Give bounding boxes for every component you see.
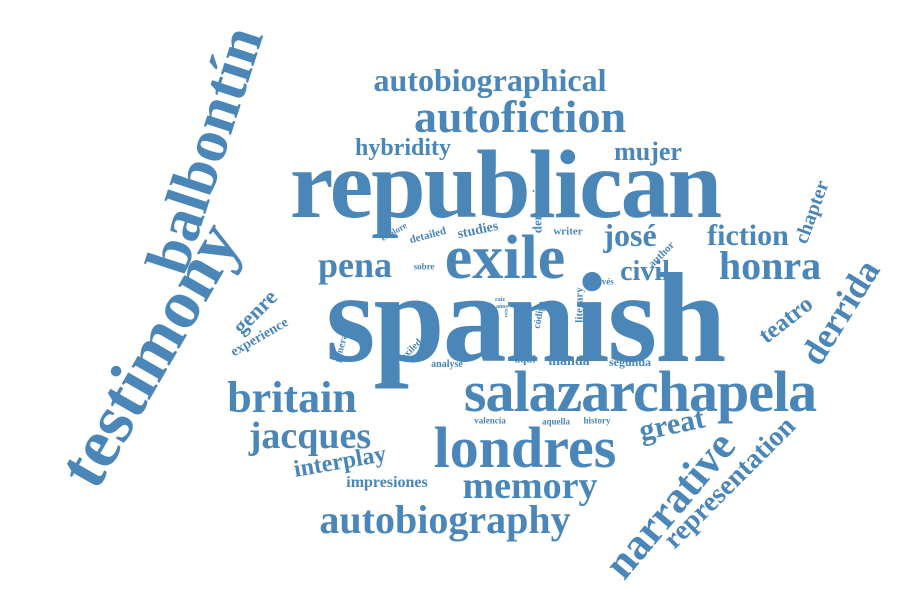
- word-honra: honra: [718, 243, 822, 288]
- word-writer: writer: [553, 225, 583, 238]
- word-salazarchapela: salazarchapela: [463, 359, 817, 424]
- word-manda: manda: [548, 354, 590, 369]
- word-raiz: raíz: [495, 297, 505, 303]
- word-exile: exile: [444, 224, 566, 292]
- word-autobiography: autobiography: [319, 497, 571, 542]
- word-rota: rota: [504, 308, 510, 318]
- word-valencia: valencia: [474, 415, 506, 426]
- word-civil: civil: [620, 256, 670, 287]
- word-jacques: jacques: [248, 415, 372, 457]
- word-denuncia: denuncia: [529, 182, 545, 234]
- word-aims: aims: [496, 304, 508, 310]
- word-pena: pena: [317, 245, 393, 285]
- word-mujer: mujer: [614, 137, 682, 166]
- word-history: history: [583, 415, 611, 426]
- word-traves: través: [590, 276, 614, 287]
- word-londres: londres: [433, 415, 617, 480]
- word-aquella: aquella: [541, 416, 571, 427]
- word-segunda: segunda: [608, 355, 652, 369]
- word-fiction: fiction: [707, 219, 789, 252]
- word-republican: republican: [289, 131, 722, 239]
- word-aqui: aquí: [514, 353, 536, 366]
- word-autobiographical: autobiographical: [373, 62, 607, 98]
- word-impresiones: impresiones: [346, 474, 428, 491]
- word-autofiction: autofiction: [413, 91, 627, 142]
- word-hybridity: hybridity: [354, 135, 452, 161]
- word-memory: memory: [462, 465, 598, 507]
- word-sobre: sobre: [413, 261, 435, 272]
- word-literary: literary: [573, 287, 586, 323]
- word-chapter: chapter: [790, 177, 834, 247]
- word-balbontin: balbontín: [133, 18, 277, 282]
- word-britain: britain: [227, 373, 357, 422]
- word-spanish: spanish: [325, 247, 727, 389]
- word-jose: josé: [603, 217, 657, 253]
- word-analyse: analyse: [431, 359, 463, 370]
